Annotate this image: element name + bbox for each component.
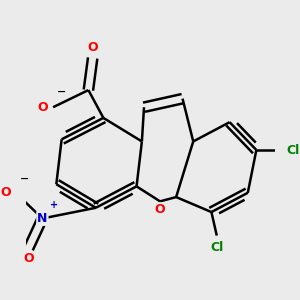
Text: Cl: Cl	[286, 143, 300, 157]
Text: +: +	[50, 200, 59, 210]
Text: O: O	[87, 41, 98, 54]
Text: O: O	[38, 101, 48, 114]
Text: O: O	[23, 252, 34, 265]
Text: −: −	[57, 87, 66, 97]
Text: O: O	[155, 203, 165, 216]
Text: O: O	[0, 186, 11, 199]
Text: N: N	[37, 212, 48, 225]
Text: −: −	[20, 174, 29, 184]
Text: Cl: Cl	[210, 241, 224, 254]
